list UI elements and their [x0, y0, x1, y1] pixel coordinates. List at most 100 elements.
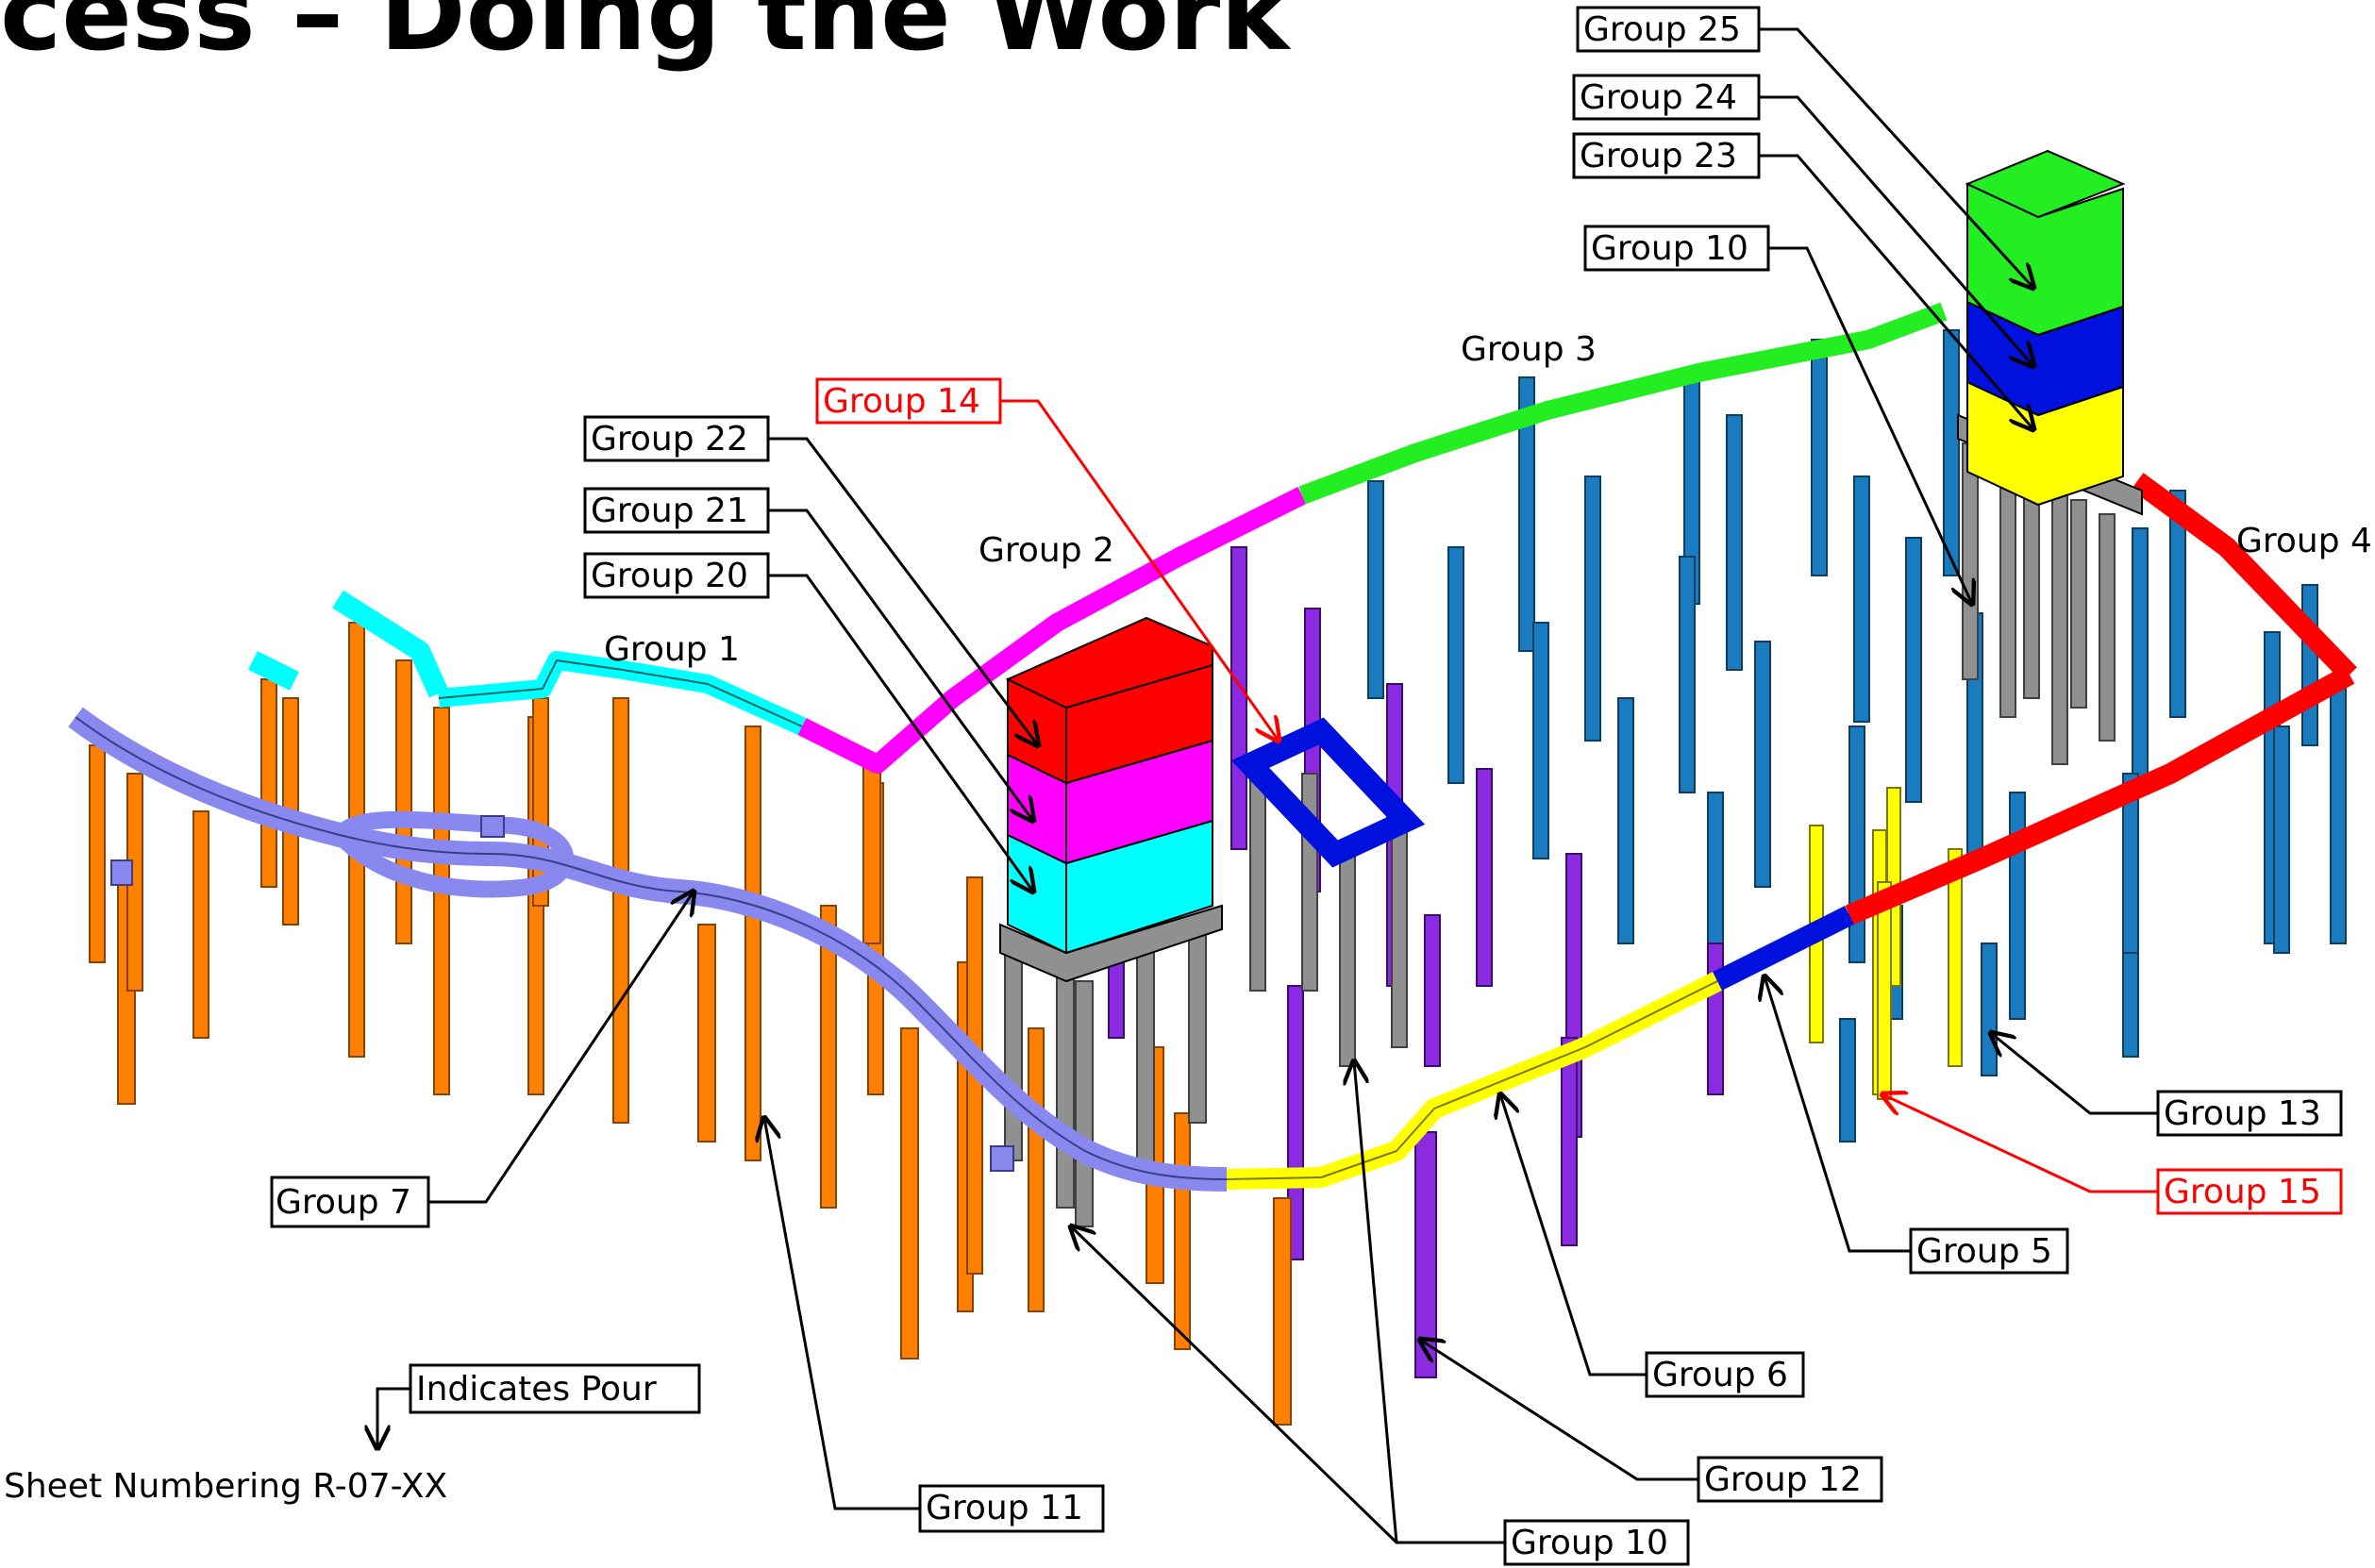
column-steel: [1839, 1018, 1856, 1143]
column-steel: [1532, 622, 1549, 859]
column-steel: [1584, 475, 1601, 742]
column-orange: [744, 726, 761, 1161]
column-steel: [1518, 376, 1535, 652]
callout-group-22: Group 22: [591, 420, 748, 459]
label-group-4: Group 4: [2236, 522, 2372, 560]
column-gray: [1004, 942, 1023, 1161]
label-group-1: Group 1: [604, 630, 740, 669]
column-purple: [1476, 768, 1493, 987]
callout-box-group-14: [815, 377, 1002, 425]
cap-lavender: [110, 859, 133, 886]
callout-box-group-23: [1572, 132, 1761, 179]
column-orange: [862, 754, 881, 944]
beam-green: [1298, 302, 1948, 505]
column-yellow: [1948, 848, 1963, 1067]
legend-sheet-numbering: Sheet Numbering R-07-XX: [4, 1467, 447, 1506]
tower-left-red-top: [1005, 616, 1213, 709]
column-orange: [395, 659, 412, 944]
column-gray: [1391, 829, 1408, 1048]
callout-group-10-top: Group 10: [1591, 229, 1748, 268]
column-purple: [1230, 546, 1247, 850]
beam-blue: [1713, 906, 1854, 991]
callout-group-13: Group 13: [2164, 1094, 2321, 1133]
cap-lavender: [990, 1145, 1014, 1172]
column-steel: [1617, 697, 1634, 944]
callouts: Group 25 Group 24 Group 23 Group 10 Grou…: [4, 6, 2343, 1566]
callout-box-group-12: [1697, 1456, 1883, 1503]
callout-group-23: Group 23: [1580, 137, 1737, 175]
column-group-steel: [1367, 329, 2347, 1143]
column-steel: [2330, 678, 2347, 944]
callout-box-group-7: [270, 1176, 430, 1228]
column-group-purple: [1108, 546, 1724, 1378]
callout-box-group-21: [583, 487, 770, 534]
column-orange: [697, 924, 716, 1143]
column-steel: [1848, 726, 1865, 963]
beam-red-upper: [2131, 473, 2357, 682]
column-steel: [2122, 952, 2139, 1058]
callout-box-group-20: [583, 552, 770, 599]
callout-group-25: Group 25: [1583, 10, 1741, 49]
column-steel: [2009, 792, 2026, 1020]
column-purple: [1424, 914, 1441, 1067]
column-gray: [1999, 461, 2016, 718]
callout-group-10-bottom: Group 10: [1511, 1524, 1668, 1562]
column-orange: [1174, 1112, 1191, 1350]
callout-box-group-5: [1909, 1227, 2069, 1275]
callout-group-15: Group 15: [2164, 1173, 2321, 1211]
column-steel: [1853, 475, 1870, 723]
column-steel: [1726, 414, 1743, 671]
page-title: cess – Doing the Work: [0, 0, 1290, 74]
callout-box-group-13: [2156, 1090, 2343, 1137]
column-gray: [1339, 848, 1356, 1067]
callout-box-group-25: [1576, 6, 1761, 53]
label-group-3: Group 3: [1461, 330, 1597, 369]
callout-group-12: Group 12: [1704, 1460, 1862, 1499]
column-steel: [1447, 546, 1464, 784]
column-yellow: [1877, 881, 1892, 1100]
column-purple: [1414, 1131, 1437, 1378]
column-gray: [2070, 499, 2087, 709]
callout-group-14: Group 14: [823, 382, 980, 421]
column-steel: [1754, 641, 1771, 888]
column-orange: [820, 905, 837, 1209]
beam-cyan-stub-1: [248, 651, 299, 691]
column-steel: [1905, 537, 1922, 803]
column-gray: [1056, 961, 1075, 1209]
column-steel: [1811, 339, 1828, 576]
column-steel: [1981, 942, 1998, 1076]
tower-right: [1957, 149, 2143, 516]
column-steel: [2301, 584, 2318, 746]
column-steel: [1679, 556, 1696, 793]
pier-caps: [110, 815, 1014, 1172]
callout-group-6: Group 6: [1652, 1356, 1788, 1394]
column-orange: [89, 744, 106, 963]
legend-pour: Indicates Pour: [416, 1370, 657, 1409]
frame-blue-shape: [1230, 717, 1426, 868]
column-orange: [1273, 1197, 1292, 1426]
beam-cyan-stub-2: [332, 590, 449, 698]
column-gray: [1188, 924, 1207, 1124]
column-orange: [612, 697, 629, 1124]
column-orange: [192, 810, 209, 1039]
tower-left: [999, 616, 1223, 983]
column-steel: [1943, 329, 1960, 576]
column-steel: [2169, 490, 2186, 718]
cap-lavender: [480, 815, 505, 838]
label-group-2: Group 2: [978, 531, 1114, 570]
beam-magenta: [797, 487, 1307, 774]
callout-group-11: Group 11: [926, 1489, 1083, 1527]
column-gray: [2051, 490, 2068, 765]
tower-right-green-top: [1965, 149, 2126, 219]
column-steel: [1367, 480, 1384, 699]
callout-group-21: Group 21: [591, 492, 748, 530]
column-gray: [1249, 773, 1266, 992]
column-purple: [1707, 942, 1724, 1095]
column-gray: [1075, 980, 1094, 1227]
column-gray: [1962, 442, 1979, 680]
column-orange: [433, 886, 450, 1095]
callout-group-24: Group 24: [1580, 78, 1737, 117]
frame-blue: [1230, 717, 1426, 868]
callout-group-7: Group 7: [276, 1183, 411, 1222]
